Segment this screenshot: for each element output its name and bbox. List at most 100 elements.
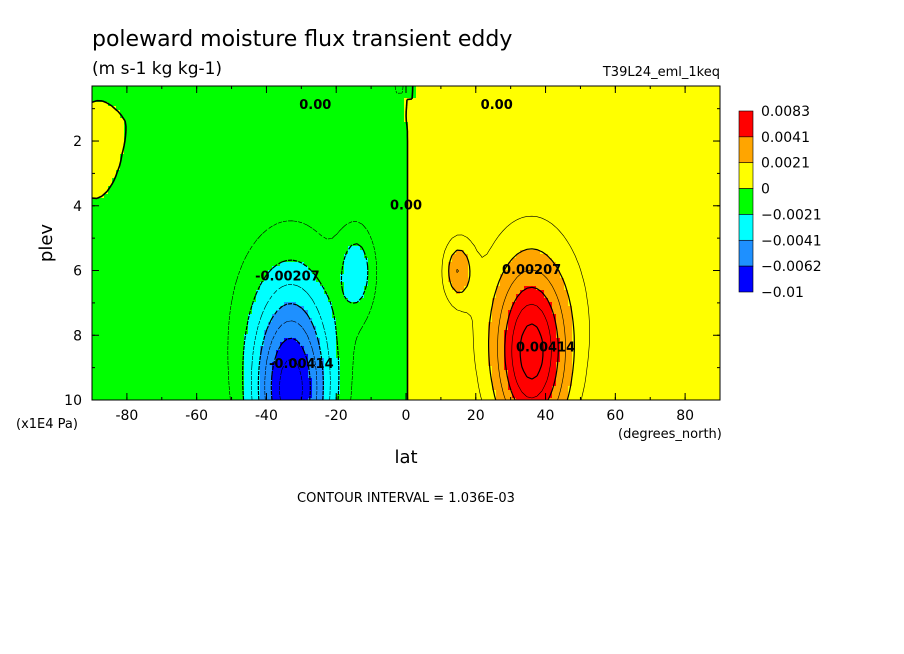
heatmap-cell — [100, 226, 105, 231]
heatmap-cell — [104, 302, 109, 307]
heatmap-cell — [224, 318, 229, 323]
heatmap-cell — [148, 250, 153, 255]
heatmap-cell — [180, 318, 185, 323]
heatmap-cell — [92, 142, 97, 147]
heatmap-cell — [224, 242, 229, 247]
heatmap-cell — [212, 246, 217, 251]
heatmap-cell — [284, 146, 289, 151]
heatmap-cell — [148, 326, 153, 331]
heatmap-cell — [104, 110, 109, 115]
heatmap-cell — [192, 134, 197, 139]
heatmap-cell — [332, 238, 337, 243]
heatmap-cell — [116, 234, 121, 239]
heatmap-cell — [212, 186, 217, 191]
heatmap-cell — [148, 318, 153, 323]
heatmap-cell — [208, 122, 213, 127]
heatmap-cell — [152, 94, 157, 99]
heatmap-cell — [176, 346, 181, 351]
heatmap-cell — [112, 254, 117, 259]
heatmap-cell — [160, 198, 165, 203]
heatmap-cell — [156, 366, 161, 371]
heatmap-cell — [120, 222, 125, 227]
heatmap-cell — [156, 298, 161, 303]
heatmap-cell — [148, 162, 153, 167]
heatmap-cell — [248, 98, 253, 103]
heatmap-cell — [168, 138, 173, 143]
heatmap-cell — [340, 386, 345, 391]
heatmap-cell — [136, 126, 141, 131]
heatmap-cell — [192, 142, 197, 147]
heatmap-cell — [260, 322, 265, 327]
heatmap-cell — [256, 170, 261, 175]
heatmap-cell — [224, 142, 229, 147]
heatmap-cell — [192, 326, 197, 331]
heatmap-cell — [216, 106, 221, 111]
heatmap-cell — [120, 98, 125, 103]
heatmap-cell — [328, 230, 333, 235]
heatmap-cell — [124, 150, 129, 155]
heatmap-cell — [96, 234, 101, 239]
heatmap-cell — [132, 198, 137, 203]
heatmap-cell — [136, 302, 141, 307]
heatmap-cell — [244, 162, 249, 167]
heatmap-cell — [268, 174, 273, 179]
heatmap-cell — [244, 190, 249, 195]
heatmap-cell — [216, 290, 221, 295]
heatmap-cell — [108, 322, 113, 327]
heatmap-cell — [200, 354, 205, 359]
heatmap-cell — [148, 174, 153, 179]
heatmap-cell — [124, 166, 129, 171]
heatmap-cell — [284, 378, 289, 383]
heatmap-cell — [264, 202, 269, 207]
heatmap-cell — [276, 98, 281, 103]
heatmap-cell — [332, 174, 337, 179]
heatmap-cell — [152, 150, 157, 155]
heatmap-cell — [96, 114, 101, 119]
heatmap-cell — [136, 142, 141, 147]
heatmap-cell — [144, 86, 149, 91]
heatmap-cell — [328, 90, 333, 95]
heatmap-cell — [104, 286, 109, 291]
heatmap-cell — [116, 390, 121, 395]
heatmap-cell — [168, 182, 173, 187]
heatmap-cell — [176, 370, 181, 375]
heatmap-cell — [292, 230, 297, 235]
heatmap-cell — [140, 162, 145, 167]
heatmap-cell — [196, 226, 201, 231]
heatmap-cell — [212, 178, 217, 183]
heatmap-cell — [300, 162, 305, 167]
heatmap-cell — [104, 154, 109, 159]
heatmap-cell — [180, 270, 185, 275]
heatmap-cell — [132, 238, 137, 243]
heatmap-cell — [116, 214, 121, 219]
heatmap-cell — [332, 106, 337, 111]
heatmap-cell — [132, 190, 137, 195]
heatmap-cell — [336, 102, 341, 107]
heatmap-cell — [136, 218, 141, 223]
heatmap-cell — [124, 206, 129, 211]
heatmap-cell — [108, 222, 113, 227]
heatmap-cell — [240, 86, 245, 91]
heatmap-cell — [328, 274, 333, 279]
heatmap-cell — [176, 302, 181, 307]
heatmap-cell — [344, 138, 349, 143]
heatmap-cell — [124, 310, 129, 315]
heatmap-cell — [272, 322, 277, 327]
heatmap-cell — [180, 190, 185, 195]
heatmap-cell — [124, 334, 129, 339]
heatmap-cell — [300, 230, 305, 235]
heatmap-cell — [136, 262, 141, 267]
heatmap-cell — [212, 150, 217, 155]
heatmap-cell — [252, 322, 257, 327]
heatmap-cell — [196, 286, 201, 291]
heatmap-cell — [208, 198, 213, 203]
heatmap-cell — [176, 114, 181, 119]
heatmap-cell — [180, 258, 185, 263]
heatmap-cell — [144, 274, 149, 279]
heatmap-cell — [192, 186, 197, 191]
heatmap-cell — [132, 126, 137, 131]
heatmap-cell — [160, 338, 165, 343]
heatmap-cell — [280, 134, 285, 139]
heatmap-cell — [156, 138, 161, 143]
heatmap-cell — [236, 334, 241, 339]
